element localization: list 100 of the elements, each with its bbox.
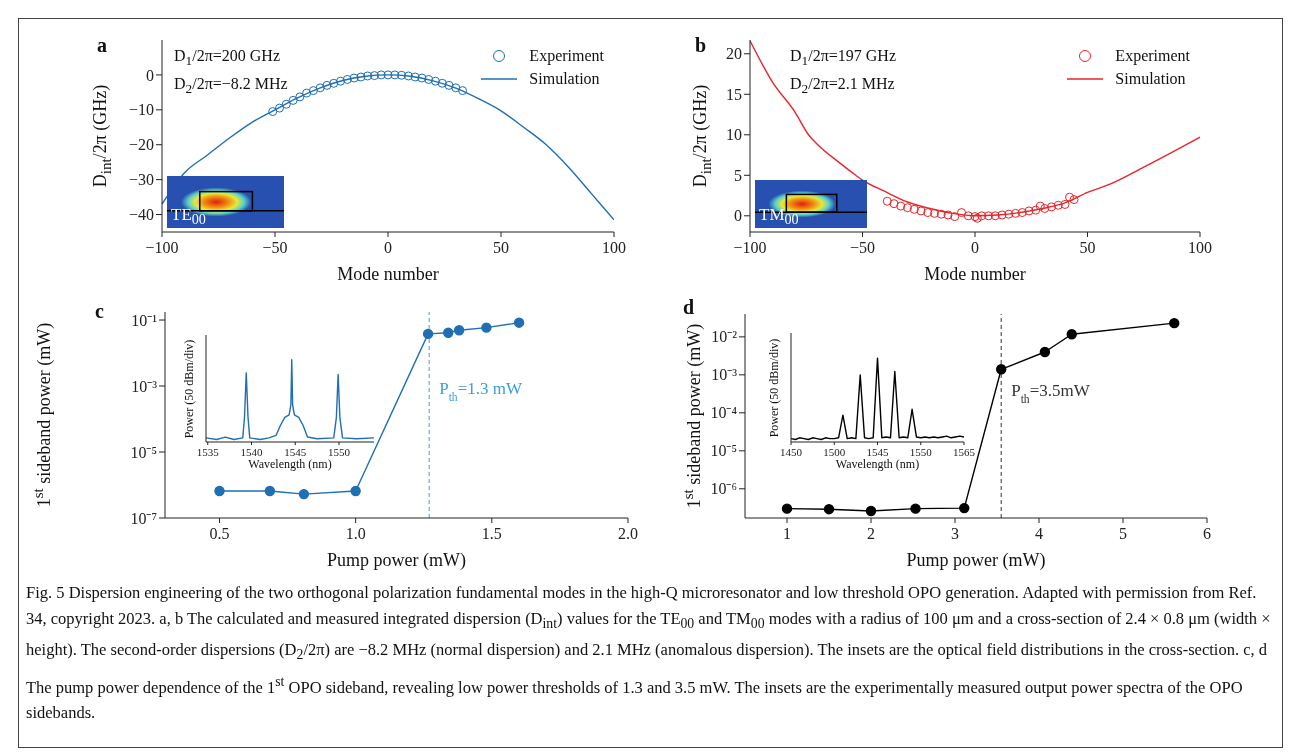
point: [1004, 209, 1014, 219]
y-axis-title: Power (50 dBm/div): [182, 339, 196, 438]
point: [910, 503, 921, 514]
point: [275, 103, 285, 113]
point: [1039, 346, 1051, 358]
point: [909, 204, 919, 214]
point: [481, 322, 492, 333]
x-axis-title: Pump power (mW): [326, 550, 467, 571]
x-tick-label: 1.0: [345, 524, 366, 542]
point: [308, 86, 318, 96]
point: [336, 76, 346, 86]
point: [1035, 201, 1045, 211]
x-tick-label: 2: [867, 524, 875, 542]
point: [977, 211, 987, 221]
y-tick-label: 10⁻¹: [131, 311, 158, 329]
text: Fig. 5 Dispersion engineering of the two orthogonal polarization fundamental modes in the high-Q microresonator and low threshold OPO generation. Adapted with permission from Ref. 34, copyright 2023. a, b The calculated and measured integrated dispersion (D$_{int}$) values for the TE$_{00}$ and TM$_{00}$ modes with a radius of 100 μm and a cross-section of 2.4 × 0.8 μm (width × height). The second-order dispersions (D$_{2}$/2π) are −8.2 MHz (normal dispersion) and 2.1 MHz (anomalous dispersion). The insets are the optical field distributions in the cross-section. c, d The pump power dependence of the 1$^{st}$ OPO sideband, revealing low power thresholds of 1.3 and 3.5 mW. The insets are the experimentally measured output power spectra of the OPO sidebands.: [26, 583, 1271, 723]
point: [363, 71, 373, 81]
x-tick-label: 1540: [240, 446, 263, 459]
point: [882, 196, 892, 206]
point: [444, 80, 454, 90]
y-tick-label: 0: [734, 207, 742, 225]
point: [437, 78, 447, 88]
y-tick-label: 10: [726, 126, 742, 144]
point: [1011, 208, 1020, 218]
point: [264, 485, 276, 497]
legend-label: Experiment: [1115, 46, 1190, 65]
x-tick-label: 50: [493, 238, 509, 256]
point: [403, 71, 413, 81]
y-tick-label: 5: [734, 166, 742, 184]
point: [513, 317, 525, 328]
x-tick-label: 100: [1188, 238, 1212, 256]
x-axis-title: Wavelength (nm): [834, 457, 921, 472]
y-axis-title: Power (50 dBm/div): [767, 338, 781, 437]
point: [443, 327, 454, 338]
point: [288, 95, 298, 105]
annotation: D$_{2}$/2π=−8.2 MHz: [174, 74, 288, 99]
point: [781, 503, 793, 514]
point: [1031, 205, 1041, 215]
x-tick-label: 5: [1119, 524, 1127, 542]
point: [1065, 192, 1074, 202]
x-axis-title: Wavelength (nm): [247, 457, 333, 472]
point: [214, 485, 225, 497]
point: [417, 73, 427, 83]
point: [424, 74, 434, 84]
y-tick-label: 10⁻⁴: [710, 404, 738, 422]
point: [990, 211, 1000, 221]
x-tick-label: 50: [1079, 238, 1096, 256]
y-tick-label: 0: [146, 66, 154, 84]
x-tick-label: 1.5: [481, 524, 502, 542]
point: [383, 70, 393, 80]
y-tick-label: 10⁻³: [711, 366, 738, 384]
point: [356, 72, 366, 82]
x-tick-label: 3: [951, 524, 959, 542]
point: [1053, 200, 1063, 210]
y-tick-label: 10⁻⁵: [130, 443, 157, 461]
point: [1066, 329, 1077, 340]
x-tick-label: 6: [1203, 524, 1211, 542]
point: [1047, 202, 1056, 212]
point: [349, 73, 359, 83]
point: [397, 70, 407, 80]
legend-label: Simulation: [529, 69, 600, 88]
x-tick-label: −100: [733, 238, 767, 256]
x-tick-label: −100: [145, 238, 179, 256]
ref-line-label: P$_{th}$=1.3 mW: [439, 379, 523, 404]
x-tick-label: 1450: [780, 446, 803, 459]
point: [458, 86, 468, 96]
x-tick-label: 1550: [909, 446, 933, 459]
point: [896, 201, 906, 211]
point: [322, 80, 332, 90]
point: [889, 199, 899, 209]
point: [930, 208, 939, 218]
point: [410, 72, 420, 82]
x-tick-label: −50: [849, 238, 876, 256]
legend-label: Simulation: [1115, 69, 1186, 88]
point: [957, 208, 966, 218]
ref-line-label: P$_{th}$=3.5mW: [1011, 380, 1091, 406]
point: [1060, 199, 1070, 209]
point: [390, 70, 400, 80]
point: [369, 71, 379, 81]
x-tick-label: 1545: [284, 446, 307, 459]
point: [1024, 206, 1034, 216]
x-tick-label: 1: [783, 524, 791, 542]
y-tick-label: 10⁻⁷: [130, 509, 157, 527]
point: [997, 210, 1007, 220]
chart-title: d: [683, 296, 695, 319]
point: [430, 76, 440, 86]
y-tick-label: 10⁻²: [711, 328, 738, 346]
point: [996, 364, 1007, 375]
point: [422, 328, 434, 340]
y-tick-label: 10⁻⁶: [710, 480, 737, 498]
point: [1069, 195, 1079, 205]
point: [963, 211, 973, 221]
x-tick-label: 1550: [328, 446, 351, 459]
point: [936, 209, 946, 219]
point: [943, 210, 953, 220]
annotation: D$_{1}$/2π=197 GHz: [790, 46, 896, 71]
point: [329, 78, 339, 88]
x-tick-label: 1535: [196, 446, 220, 459]
x-tick-label: 4: [1035, 524, 1043, 542]
point: [916, 206, 926, 216]
